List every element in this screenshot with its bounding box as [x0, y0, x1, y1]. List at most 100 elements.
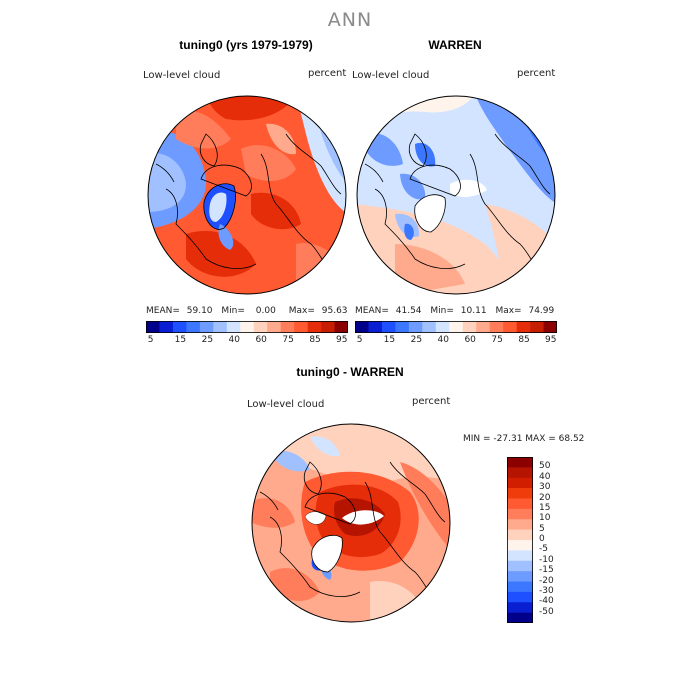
colorbar-tick-label: 15	[539, 502, 551, 513]
colorbar-tick-label: 60	[255, 335, 267, 345]
panel3-minmax: MIN = -27.31 MAX = 68.52	[463, 434, 585, 444]
panel1-mean-value: 59.10	[186, 306, 213, 316]
colorbar-swatch	[507, 498, 533, 510]
colorbar-tick-label: -30	[539, 585, 554, 596]
colorbar-swatch	[280, 321, 295, 333]
colorbar-swatch	[449, 321, 464, 333]
colorbar-tick-label: -5	[539, 544, 548, 555]
panel3-units-label: percent	[412, 396, 451, 407]
panel2-mean-value: 41.54	[395, 306, 422, 316]
panel1-variable-label: Low-level cloud	[143, 70, 221, 81]
panel2-units-label: percent	[517, 68, 556, 79]
colorbar-swatch	[186, 321, 201, 333]
panel2-mean-label: MEAN=	[355, 306, 389, 316]
colorbar-swatch	[507, 457, 533, 468]
colorbar-swatch	[507, 550, 533, 562]
colorbar-tick-label: 15	[383, 335, 396, 345]
colorbar-tick-label: 85	[309, 335, 321, 345]
colorbar-tick-label: 5	[539, 523, 545, 534]
colorbar-tick-label: 60	[464, 335, 476, 345]
colorbar-swatch	[507, 519, 533, 530]
colorbar-tick-label: 95	[545, 335, 557, 345]
panel1-max-value: 95.63	[321, 306, 348, 316]
colorbar-swatch	[507, 591, 533, 603]
colorbar-tick-label: 40	[437, 335, 449, 345]
colorbar-swatch	[507, 529, 533, 541]
panel3-polar-map	[251, 423, 451, 623]
colorbar-swatch	[507, 612, 533, 623]
panel1-mean-label: MEAN=	[146, 306, 180, 316]
colorbar-swatch	[530, 321, 544, 333]
panel1-colorbar-labels: 5 15 25 40 60 75 85 95	[146, 335, 348, 349]
colorbar-swatch	[395, 321, 410, 333]
panel2-colorbar-labels: 5 15 25 40 60 75 85 95	[355, 335, 557, 349]
colorbar-swatch	[476, 321, 490, 333]
colorbar-swatch	[253, 321, 268, 333]
colorbar-swatch	[507, 581, 533, 593]
panel3-colorbar-labels: 50 40 30 20 15 10 5 0 -5 -10 -15 -20 -30 -40 -50	[537, 457, 577, 623]
colorbar-frame	[146, 321, 348, 333]
colorbar-swatch	[267, 321, 281, 333]
colorbar-swatch	[507, 467, 533, 479]
colorbar-tick-label: 95	[336, 335, 348, 345]
colorbar-swatch	[507, 508, 533, 520]
colorbar-swatch	[507, 560, 533, 572]
colorbar-swatch	[507, 477, 533, 489]
colorbar-swatch	[435, 321, 450, 333]
colorbar-tick-label: 0	[539, 534, 545, 544]
colorbar-swatch	[199, 321, 214, 333]
colorbar-swatch	[172, 321, 187, 333]
colorbar-swatch	[408, 321, 423, 333]
colorbar-swatch	[226, 321, 241, 333]
panel3-variable-label: Low-level cloud	[247, 399, 325, 410]
colorbar-swatch	[507, 540, 533, 551]
panel3-title: tuning0 - WARREN	[296, 365, 404, 379]
colorbar-swatch	[240, 321, 255, 333]
colorbar-tick-label: -50	[539, 606, 554, 617]
colorbar-tick-label: 25	[410, 335, 423, 345]
colorbar-tick-label: 40	[228, 335, 240, 345]
colorbar-swatch	[368, 321, 383, 333]
colorbar-tick-label: 50	[539, 461, 551, 472]
colorbar-swatch	[334, 321, 348, 333]
panel2-max-value: 74.99	[528, 306, 555, 316]
panel1-min-label: Min=	[221, 306, 245, 316]
colorbar-swatch	[489, 321, 504, 333]
colorbar-tick-label: 5	[147, 335, 154, 345]
colorbar-tick-label: 40	[539, 471, 551, 482]
colorbar-swatch	[381, 321, 396, 333]
colorbar-tick-label: 20	[539, 492, 551, 503]
colorbar-tick-label: -20	[539, 575, 554, 586]
panel2-max-label: Max=	[495, 306, 522, 316]
colorbar-swatch	[321, 321, 335, 333]
colorbar-swatch	[507, 602, 533, 613]
panel1-stats: MEAN= 59.10 Min= 0.00 Max= 95.63	[146, 306, 348, 316]
figure-title: ANN	[327, 9, 373, 31]
colorbar-tick-label: 75	[491, 335, 503, 345]
colorbar-tick-label: -15	[539, 565, 554, 576]
panel2-min-label: Min=	[430, 306, 454, 316]
colorbar-tick-label: 10	[539, 513, 551, 524]
colorbar-swatch	[462, 321, 477, 333]
colorbar-swatch	[543, 321, 557, 333]
panel2-variable-label: Low-level cloud	[352, 70, 430, 81]
panel2-min-value: 10.11	[460, 306, 487, 316]
panel1-colorbar	[146, 321, 348, 333]
colorbar-frame	[507, 457, 533, 623]
colorbar-tick-label: 25	[201, 335, 214, 345]
colorbar-swatch	[294, 321, 308, 333]
colorbar-tick-label: 15	[174, 335, 187, 345]
colorbar-swatch	[213, 321, 228, 333]
colorbar-swatch	[507, 571, 533, 582]
colorbar-swatch	[422, 321, 437, 333]
panel3-colorbar	[507, 457, 533, 623]
panel2-polar-map	[356, 95, 556, 295]
colorbar-swatch	[146, 321, 160, 333]
panel1-min-value: 0.00	[255, 306, 276, 316]
panel1-title: tuning0 (yrs 1979-1979)	[179, 38, 313, 52]
colorbar-tick-label: 30	[539, 482, 551, 493]
panel2-stats: MEAN= 41.54 Min= 10.11 Max= 74.99	[355, 306, 554, 316]
colorbar-tick-label: 85	[518, 335, 530, 345]
panel1-polar-map	[147, 95, 347, 295]
colorbar-swatch	[307, 321, 322, 333]
